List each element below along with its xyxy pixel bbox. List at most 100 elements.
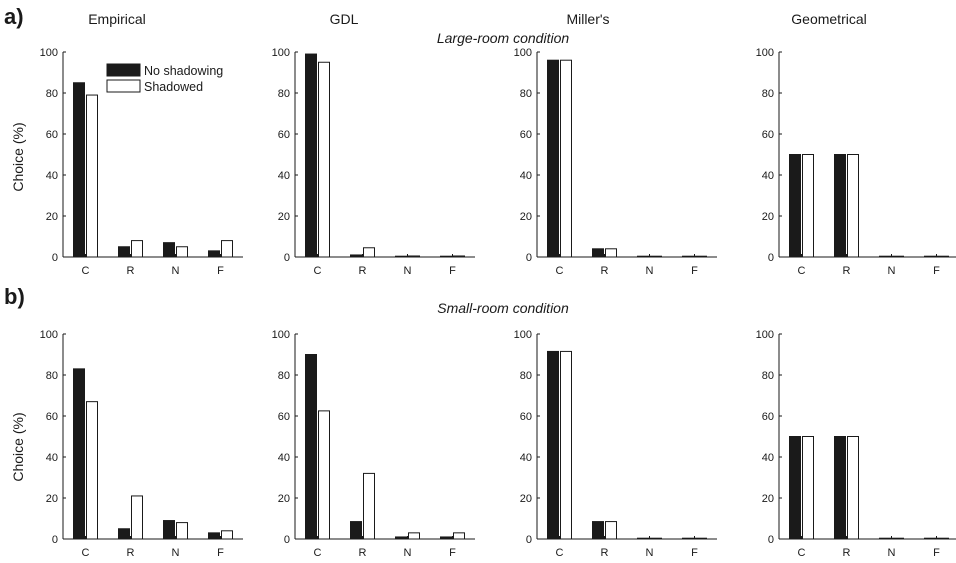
y-tick-label: 80 (520, 370, 532, 382)
bar-shadowed-c (802, 436, 814, 540)
bar-no-shadowing-n (879, 537, 891, 540)
bar-no-shadowing-c (789, 154, 801, 258)
panel-small-room-condition-geometrical: 0 20 40 60 80 100 C R N F (756, 329, 956, 559)
bar-shadowed-n (408, 532, 420, 540)
bar-no-shadowing-f (924, 537, 936, 540)
column-title-millers: Miller's (566, 11, 609, 27)
bar-shadowed-c (86, 401, 98, 540)
bar-no-shadowing-r (834, 154, 846, 258)
x-tick-label-r: R (843, 547, 851, 559)
y-tick-label: 60 (46, 129, 58, 141)
y-tick-label: 80 (762, 88, 774, 100)
y-tick-label: 100 (272, 329, 290, 341)
bar-shadowed-r (847, 154, 859, 258)
y-tick-label: 80 (520, 88, 532, 100)
y-tick-label: 100 (272, 47, 290, 59)
y-tick-label: 0 (284, 252, 290, 264)
bar-shadowed-f (695, 255, 707, 258)
y-tick-label: 40 (278, 452, 290, 464)
bar-shadowed-r (363, 472, 375, 540)
y-tick-label: 60 (762, 129, 774, 141)
panel-large-room-condition-empirical: 0 20 40 60 80 100 C R N F (40, 47, 243, 277)
y-tick-label: 60 (762, 411, 774, 423)
bar-no-shadowing-n (163, 520, 175, 540)
x-tick-label-n: N (646, 547, 654, 559)
y-tick-label: 0 (284, 534, 290, 546)
legend-label-no-shadowing: No shadowing (144, 64, 223, 78)
y-tick-label: 40 (520, 452, 532, 464)
x-tick-label-r: R (601, 265, 609, 277)
legend-label-shadowed: Shadowed (144, 80, 203, 94)
y-tick-label: 100 (514, 329, 532, 341)
panel-small-room-condition-empirical: 0 20 40 60 80 100 C R N F (40, 329, 243, 559)
bar-shadowed-n (408, 255, 420, 258)
y-tick-label: 100 (40, 329, 58, 341)
bar-no-shadowing-f (208, 532, 220, 540)
y-tick-label: 60 (278, 411, 290, 423)
y-tick-label: 0 (768, 252, 774, 264)
y-tick-label: 0 (52, 534, 58, 546)
y-tick-label: 20 (278, 493, 290, 505)
legend: No shadowing Shadowed (106, 63, 223, 94)
y-axis-label-top: Choice (%) (10, 122, 26, 191)
column-title-gdl: GDL (330, 11, 359, 27)
bar-no-shadowing-c (789, 436, 801, 540)
x-tick-label-c: C (82, 265, 90, 277)
bar-shadowed-f (221, 530, 233, 540)
bar-shadowed-f (695, 537, 707, 540)
y-tick-label: 60 (520, 129, 532, 141)
legend-swatch-no-shadowing (106, 63, 141, 77)
bar-shadowed-f (937, 537, 949, 540)
y-tick-label: 80 (762, 370, 774, 382)
bar-shadowed-n (892, 537, 904, 540)
y-tick-label: 40 (762, 452, 774, 464)
y-tick-label: 40 (762, 170, 774, 182)
x-tick-label-n: N (172, 265, 180, 277)
bar-no-shadowing-f (440, 536, 452, 540)
bar-shadowed-c (560, 59, 572, 258)
figure-labels: a) b) Empirical GDL Miller's Geometrical… (4, 4, 867, 482)
x-tick-label-c: C (798, 265, 806, 277)
y-tick-label: 0 (52, 252, 58, 264)
x-tick-label-n: N (404, 547, 412, 559)
bar-no-shadowing-r (592, 248, 604, 258)
y-tick-label: 40 (46, 452, 58, 464)
panel-label-b: b) (4, 284, 25, 309)
bar-no-shadowing-r (350, 254, 362, 258)
row-title-small-room: Small-room condition (437, 300, 569, 316)
y-tick-label: 80 (46, 88, 58, 100)
legend-swatch-shadowed (106, 79, 141, 93)
bar-no-shadowing-n (879, 255, 891, 258)
bar-no-shadowing-r (350, 521, 362, 540)
bar-shadowed-c (318, 410, 330, 540)
bar-shadowed-n (892, 255, 904, 258)
bar-no-shadowing-r (118, 246, 130, 258)
y-tick-label: 60 (520, 411, 532, 423)
bar-shadowed-r (131, 240, 143, 258)
panel-large-room-condition-geometrical: 0 20 40 60 80 100 C R N F (756, 47, 956, 277)
y-tick-label: 20 (278, 211, 290, 223)
y-tick-label: 20 (520, 493, 532, 505)
bar-shadowed-r (605, 248, 617, 258)
bar-shadowed-f (453, 532, 465, 540)
y-tick-label: 80 (278, 88, 290, 100)
bar-no-shadowing-n (637, 537, 649, 540)
x-tick-label-f: F (933, 265, 940, 277)
x-tick-label-c: C (556, 265, 564, 277)
y-tick-label: 40 (520, 170, 532, 182)
column-title-geometrical: Geometrical (791, 11, 866, 27)
x-tick-label-c: C (82, 547, 90, 559)
y-tick-label: 100 (40, 47, 58, 59)
bar-shadowed-c (802, 154, 814, 258)
x-tick-label-f: F (691, 547, 698, 559)
x-tick-label-n: N (172, 547, 180, 559)
y-tick-label: 80 (278, 370, 290, 382)
bar-no-shadowing-c (305, 354, 317, 540)
y-tick-label: 20 (762, 493, 774, 505)
bar-no-shadowing-r (834, 436, 846, 540)
bar-shadowed-r (847, 436, 859, 540)
y-tick-label: 100 (756, 329, 774, 341)
panel-large-room-condition-miller-s: 0 20 40 60 80 100 C R N F (514, 47, 717, 277)
bar-shadowed-n (176, 522, 188, 540)
